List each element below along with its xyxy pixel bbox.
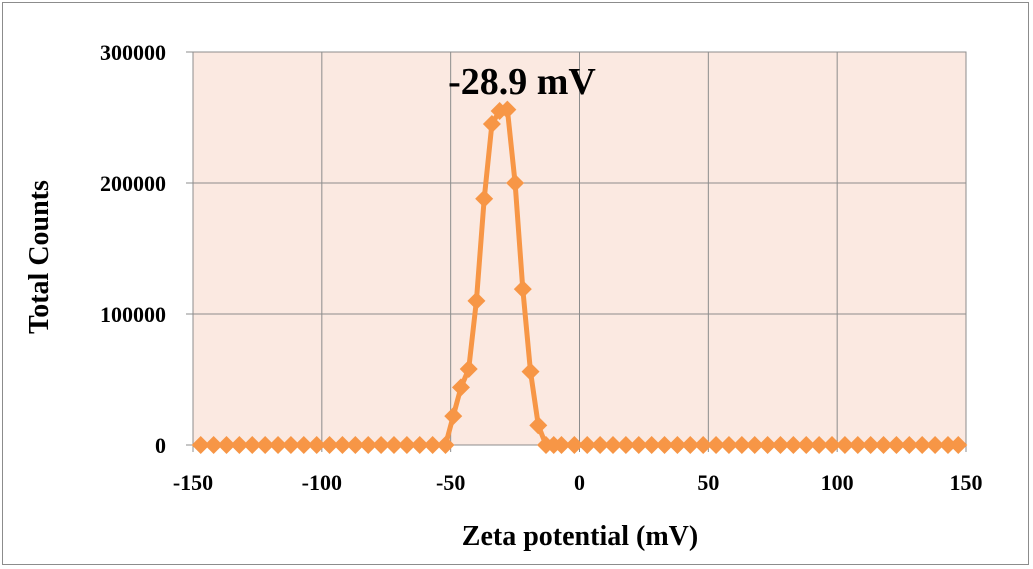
data-point-marker <box>938 436 957 454</box>
data-point-marker <box>333 436 352 454</box>
data-point-marker <box>217 436 236 454</box>
data-point-marker <box>281 436 300 454</box>
data-point-marker <box>230 436 249 454</box>
data-point-marker <box>320 436 339 454</box>
data-point-marker <box>204 436 223 454</box>
data-point-marker <box>629 436 648 454</box>
data-point-marker <box>591 436 610 454</box>
data-point-marker <box>384 436 403 454</box>
data-point-marker <box>578 436 597 454</box>
data-point-marker <box>436 436 455 454</box>
data-point-marker <box>616 436 635 454</box>
x-tick-label: -50 <box>436 470 465 495</box>
data-point-marker <box>475 189 494 208</box>
data-point-marker <box>861 436 880 454</box>
y-tick-label: 0 <box>155 433 166 458</box>
data-point-marker <box>642 436 661 454</box>
peak-annotation: -28.9 mV <box>448 61 596 103</box>
data-point-marker <box>459 360 478 379</box>
x-tick-label: -100 <box>302 470 342 495</box>
data-point-marker <box>694 436 713 454</box>
y-tick-label: 200000 <box>100 171 166 196</box>
data-point-marker <box>668 436 687 454</box>
x-tick-label: -150 <box>173 470 213 495</box>
x-tick-label: 100 <box>821 470 854 495</box>
data-point-marker <box>900 436 919 454</box>
data-point-marker <box>513 280 532 299</box>
data-point-marker <box>707 436 726 454</box>
x-tick-label: 0 <box>574 470 585 495</box>
data-point-marker <box>835 436 854 454</box>
data-point-marker <box>758 436 777 454</box>
data-point-marker <box>681 436 700 454</box>
data-point-marker <box>506 174 525 192</box>
data-point-marker <box>603 436 622 454</box>
data-point-marker <box>256 436 275 454</box>
x-tick-label: 50 <box>697 470 719 495</box>
data-point-marker <box>655 436 674 454</box>
data-point-marker <box>482 115 501 134</box>
data-point-marker <box>887 436 906 454</box>
data-point-marker <box>732 436 751 454</box>
x-tick-label: 150 <box>950 470 983 495</box>
data-point-marker <box>719 436 738 454</box>
data-point-marker <box>346 436 365 454</box>
data-point-marker <box>874 436 893 454</box>
data-point-marker <box>797 436 816 454</box>
x-axis-title: Zeta potential (mV) <box>462 521 698 552</box>
data-point-marker <box>848 436 867 454</box>
data-point-marker <box>467 291 486 310</box>
data-point-marker <box>913 436 932 454</box>
y-tick-label: 100000 <box>100 302 166 327</box>
data-point-marker <box>451 378 470 397</box>
data-point-marker <box>294 436 313 454</box>
data-point-marker <box>784 436 803 454</box>
y-tick-label: 300000 <box>100 40 166 65</box>
data-point-marker <box>552 436 571 454</box>
data-point-marker <box>423 436 442 454</box>
data-point-marker <box>444 407 463 426</box>
data-point-marker <box>307 436 326 454</box>
data-point-marker <box>823 436 842 454</box>
data-point-marker <box>810 436 829 454</box>
data-point-marker <box>565 436 584 454</box>
data-point-marker <box>397 436 416 454</box>
data-point-marker <box>269 436 288 454</box>
series-markers <box>191 100 968 454</box>
data-point-marker <box>745 436 764 454</box>
data-point-marker <box>926 436 945 454</box>
data-point-marker <box>359 436 378 454</box>
data-point-marker <box>498 100 517 119</box>
data-point-marker <box>529 416 548 435</box>
data-point-marker <box>372 436 391 454</box>
data-point-marker <box>191 436 210 454</box>
y-axis-title: Total Counts <box>24 180 55 334</box>
x-tick-labels: -150 -100 -50 0 50 100 150 <box>173 470 983 495</box>
data-point-marker <box>410 436 429 454</box>
y-tick-labels: 0 100000 200000 300000 <box>100 40 166 458</box>
data-point-marker <box>521 362 540 381</box>
data-point-marker <box>771 436 790 454</box>
data-point-marker <box>949 436 968 454</box>
data-point-marker <box>243 436 262 454</box>
